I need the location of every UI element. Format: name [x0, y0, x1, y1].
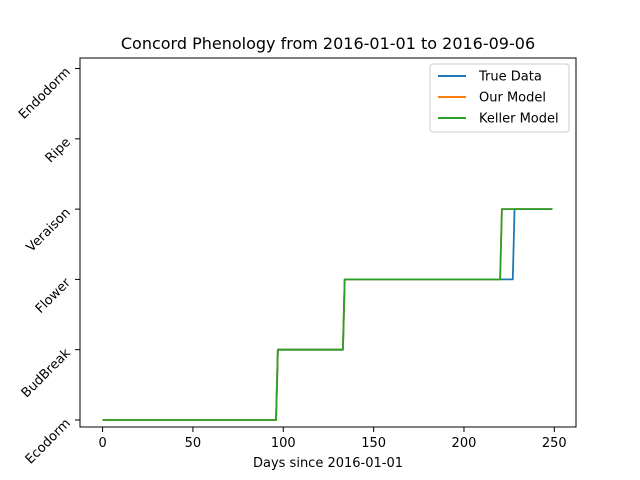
- x-tick-label: 100: [271, 436, 296, 451]
- legend-box: [429, 63, 570, 133]
- x-tick-label: 0: [98, 436, 106, 451]
- x-tick-label: 250: [542, 436, 567, 451]
- series-layer: [102, 208, 553, 421]
- legend: True Data Our Model Keller Model: [429, 63, 570, 133]
- plot-frame: [79, 57, 577, 428]
- legend-label: Our Model: [479, 91, 546, 106]
- legend-label: Keller Model: [479, 112, 559, 127]
- x-tick-label: 200: [452, 436, 477, 451]
- x-tick-label: 150: [361, 436, 386, 451]
- legend-label: True Data: [478, 70, 542, 85]
- chart-title: Concord Phenology from 2016-01-01 to 201…: [121, 34, 535, 53]
- x-tick-label: 50: [185, 436, 202, 451]
- series-line-keller-model: [102, 208, 553, 421]
- x-axis-label: Days since 2016-01-01: [253, 456, 403, 471]
